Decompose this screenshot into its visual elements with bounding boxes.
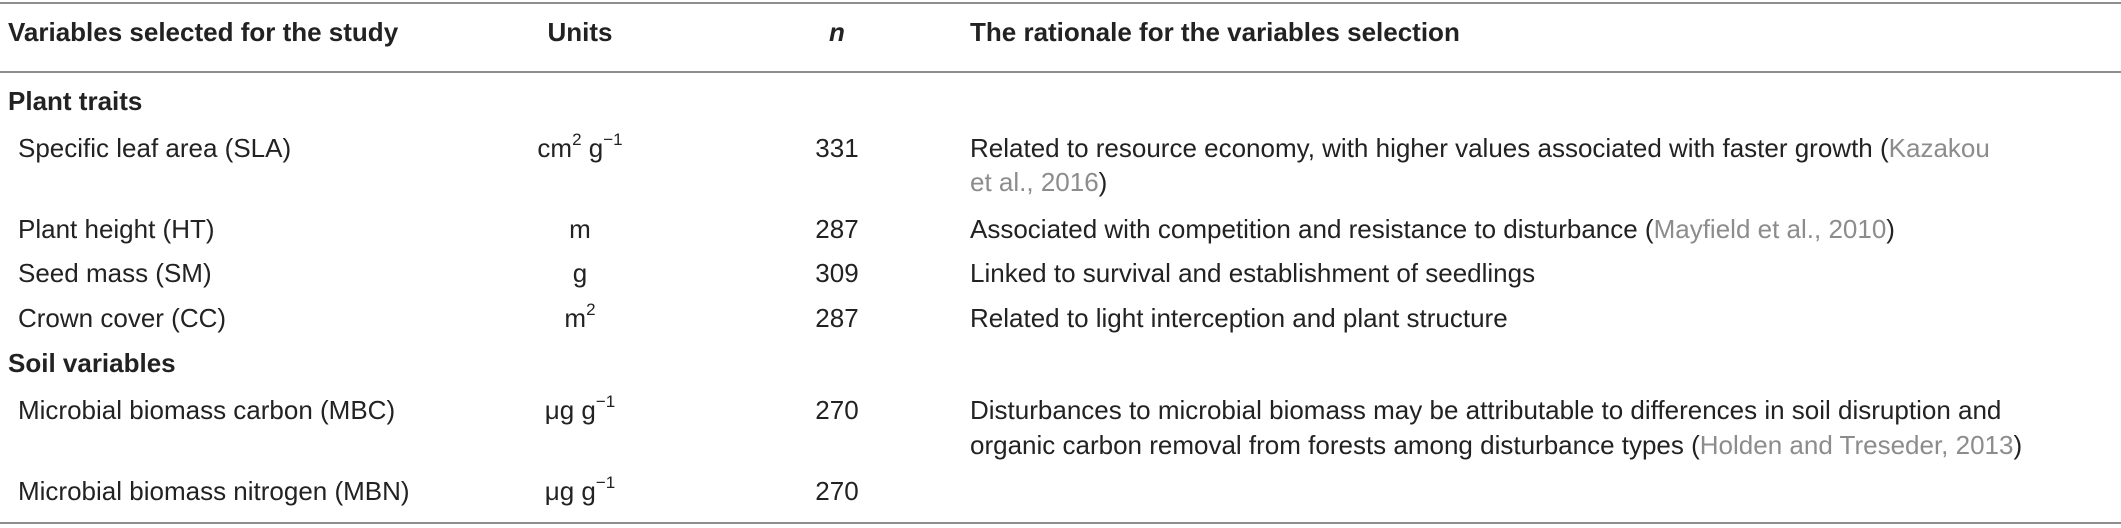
table-top-rule bbox=[0, 2, 2121, 4]
table-bottom-rule bbox=[0, 522, 2121, 524]
citation-link[interactable]: Holden and Treseder, 2013 bbox=[1699, 430, 2014, 460]
table-row-variable: Seed mass (SM) bbox=[18, 258, 212, 288]
table-row-n: 270 bbox=[815, 395, 859, 425]
rationale-text: Related to resource economy, with higher… bbox=[970, 133, 1889, 163]
citation-link[interactable]: Kazakou bbox=[1888, 133, 1990, 163]
table-row-variable: Microbial biomass carbon (MBC) bbox=[18, 395, 396, 425]
header-n: n bbox=[829, 17, 845, 47]
table-row-n: 309 bbox=[815, 258, 859, 288]
table-row-variable: Specific leaf area (SLA) bbox=[18, 133, 292, 163]
table-row-unit: m2 bbox=[470, 301, 690, 335]
table-row-rationale: Related to resource economy, with higher… bbox=[970, 131, 1990, 165]
table-row-n: 287 bbox=[815, 214, 859, 244]
rationale-text: Associated with competition and resistan… bbox=[970, 214, 1654, 244]
header-rule bbox=[0, 71, 2121, 73]
table-row-rationale: Linked to survival and establishment of … bbox=[970, 258, 1536, 288]
table-row-unit: μg g−1 bbox=[470, 474, 690, 508]
table-row-n: 331 bbox=[815, 133, 859, 163]
section-title-soil-variables: Soil variables bbox=[8, 348, 176, 378]
unit-part: m bbox=[564, 303, 587, 333]
table-row-unit: g bbox=[572, 258, 588, 288]
citation-link[interactable]: Mayfield et al., 2010 bbox=[1653, 214, 1887, 244]
unit-part: g bbox=[581, 133, 604, 163]
unit-superscript: 2 bbox=[572, 130, 582, 150]
unit-part: μg g bbox=[544, 476, 596, 506]
rationale-text: ) bbox=[2013, 430, 2023, 460]
unit-superscript: 2 bbox=[586, 300, 596, 320]
table-row-rationale: Disturbances to microbial biomass may be… bbox=[970, 395, 2002, 425]
table-row-unit: m bbox=[569, 214, 591, 244]
table-row-n: 287 bbox=[815, 303, 859, 333]
table-row-unit: μg g−1 bbox=[470, 393, 690, 427]
unit-superscript: −1 bbox=[603, 130, 623, 150]
table-row-variable: Plant height (HT) bbox=[18, 214, 215, 244]
unit-part: cm bbox=[537, 133, 573, 163]
header-variables: Variables selected for the study bbox=[8, 17, 399, 47]
table-row-n: 270 bbox=[815, 476, 859, 506]
table-row-variable: Microbial biomass nitrogen (MBN) bbox=[18, 476, 410, 506]
unit-superscript: −1 bbox=[595, 473, 616, 493]
header-units: Units bbox=[547, 17, 613, 47]
header-rationale: The rationale for the variables selectio… bbox=[970, 17, 1460, 47]
rationale-text: organic carbon removal from forests amon… bbox=[970, 430, 1700, 460]
table-row-variable: Crown cover (CC) bbox=[18, 303, 227, 333]
table-row-rationale: Related to light interception and plant … bbox=[970, 303, 1508, 333]
table-row-unit: cm2 g−1 bbox=[470, 131, 690, 165]
unit-superscript: −1 bbox=[595, 392, 616, 412]
citation-link[interactable]: et al., 2016 bbox=[970, 167, 1099, 197]
table-row-rationale: Associated with competition and resistan… bbox=[970, 212, 1895, 246]
table-row-rationale-cont: et al., 2016) bbox=[970, 165, 1107, 199]
table-row-rationale-cont: organic carbon removal from forests amon… bbox=[970, 428, 2022, 462]
unit-part: μg g bbox=[544, 395, 596, 425]
section-title-plant-traits: Plant traits bbox=[8, 86, 143, 116]
rationale-text: ) bbox=[1886, 214, 1895, 244]
rationale-text: ) bbox=[1098, 167, 1108, 197]
